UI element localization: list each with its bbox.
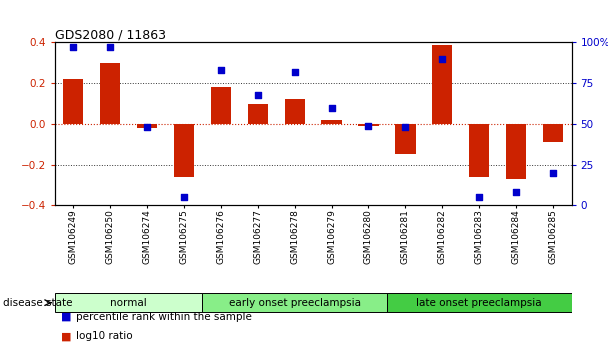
Point [437, 56, 447, 62]
Bar [506, 124, 527, 179]
Point [253, 92, 263, 97]
Bar [285, 99, 305, 124]
Point [326, 105, 336, 110]
FancyBboxPatch shape [202, 293, 387, 312]
Point [216, 67, 226, 73]
Point [105, 45, 115, 50]
Point [474, 194, 484, 200]
Bar [137, 124, 157, 128]
Bar [395, 124, 415, 154]
Text: GDS2080 / 11863: GDS2080 / 11863 [55, 28, 166, 41]
Point [290, 69, 300, 75]
Bar [247, 104, 268, 124]
Text: disease state: disease state [3, 298, 72, 308]
Point [511, 189, 521, 195]
Point [548, 170, 558, 176]
Text: ■: ■ [61, 331, 71, 341]
Bar [63, 79, 83, 124]
Text: ■: ■ [61, 312, 71, 322]
Bar [322, 120, 342, 124]
Point [179, 194, 188, 200]
Point [68, 45, 78, 50]
Bar [211, 87, 231, 124]
FancyBboxPatch shape [387, 293, 572, 312]
Bar [174, 124, 194, 177]
Text: early onset preeclampsia: early onset preeclampsia [229, 298, 361, 308]
Bar [358, 124, 379, 126]
Text: percentile rank within the sample: percentile rank within the sample [76, 312, 252, 322]
Bar [100, 63, 120, 124]
Text: late onset preeclampsia: late onset preeclampsia [416, 298, 542, 308]
Text: log10 ratio: log10 ratio [76, 331, 133, 341]
Bar [543, 124, 563, 142]
Bar [432, 45, 452, 124]
Point [142, 124, 152, 130]
Bar [469, 124, 489, 177]
Point [401, 124, 410, 130]
FancyBboxPatch shape [55, 293, 202, 312]
Point [364, 123, 373, 129]
Text: normal: normal [110, 298, 147, 308]
